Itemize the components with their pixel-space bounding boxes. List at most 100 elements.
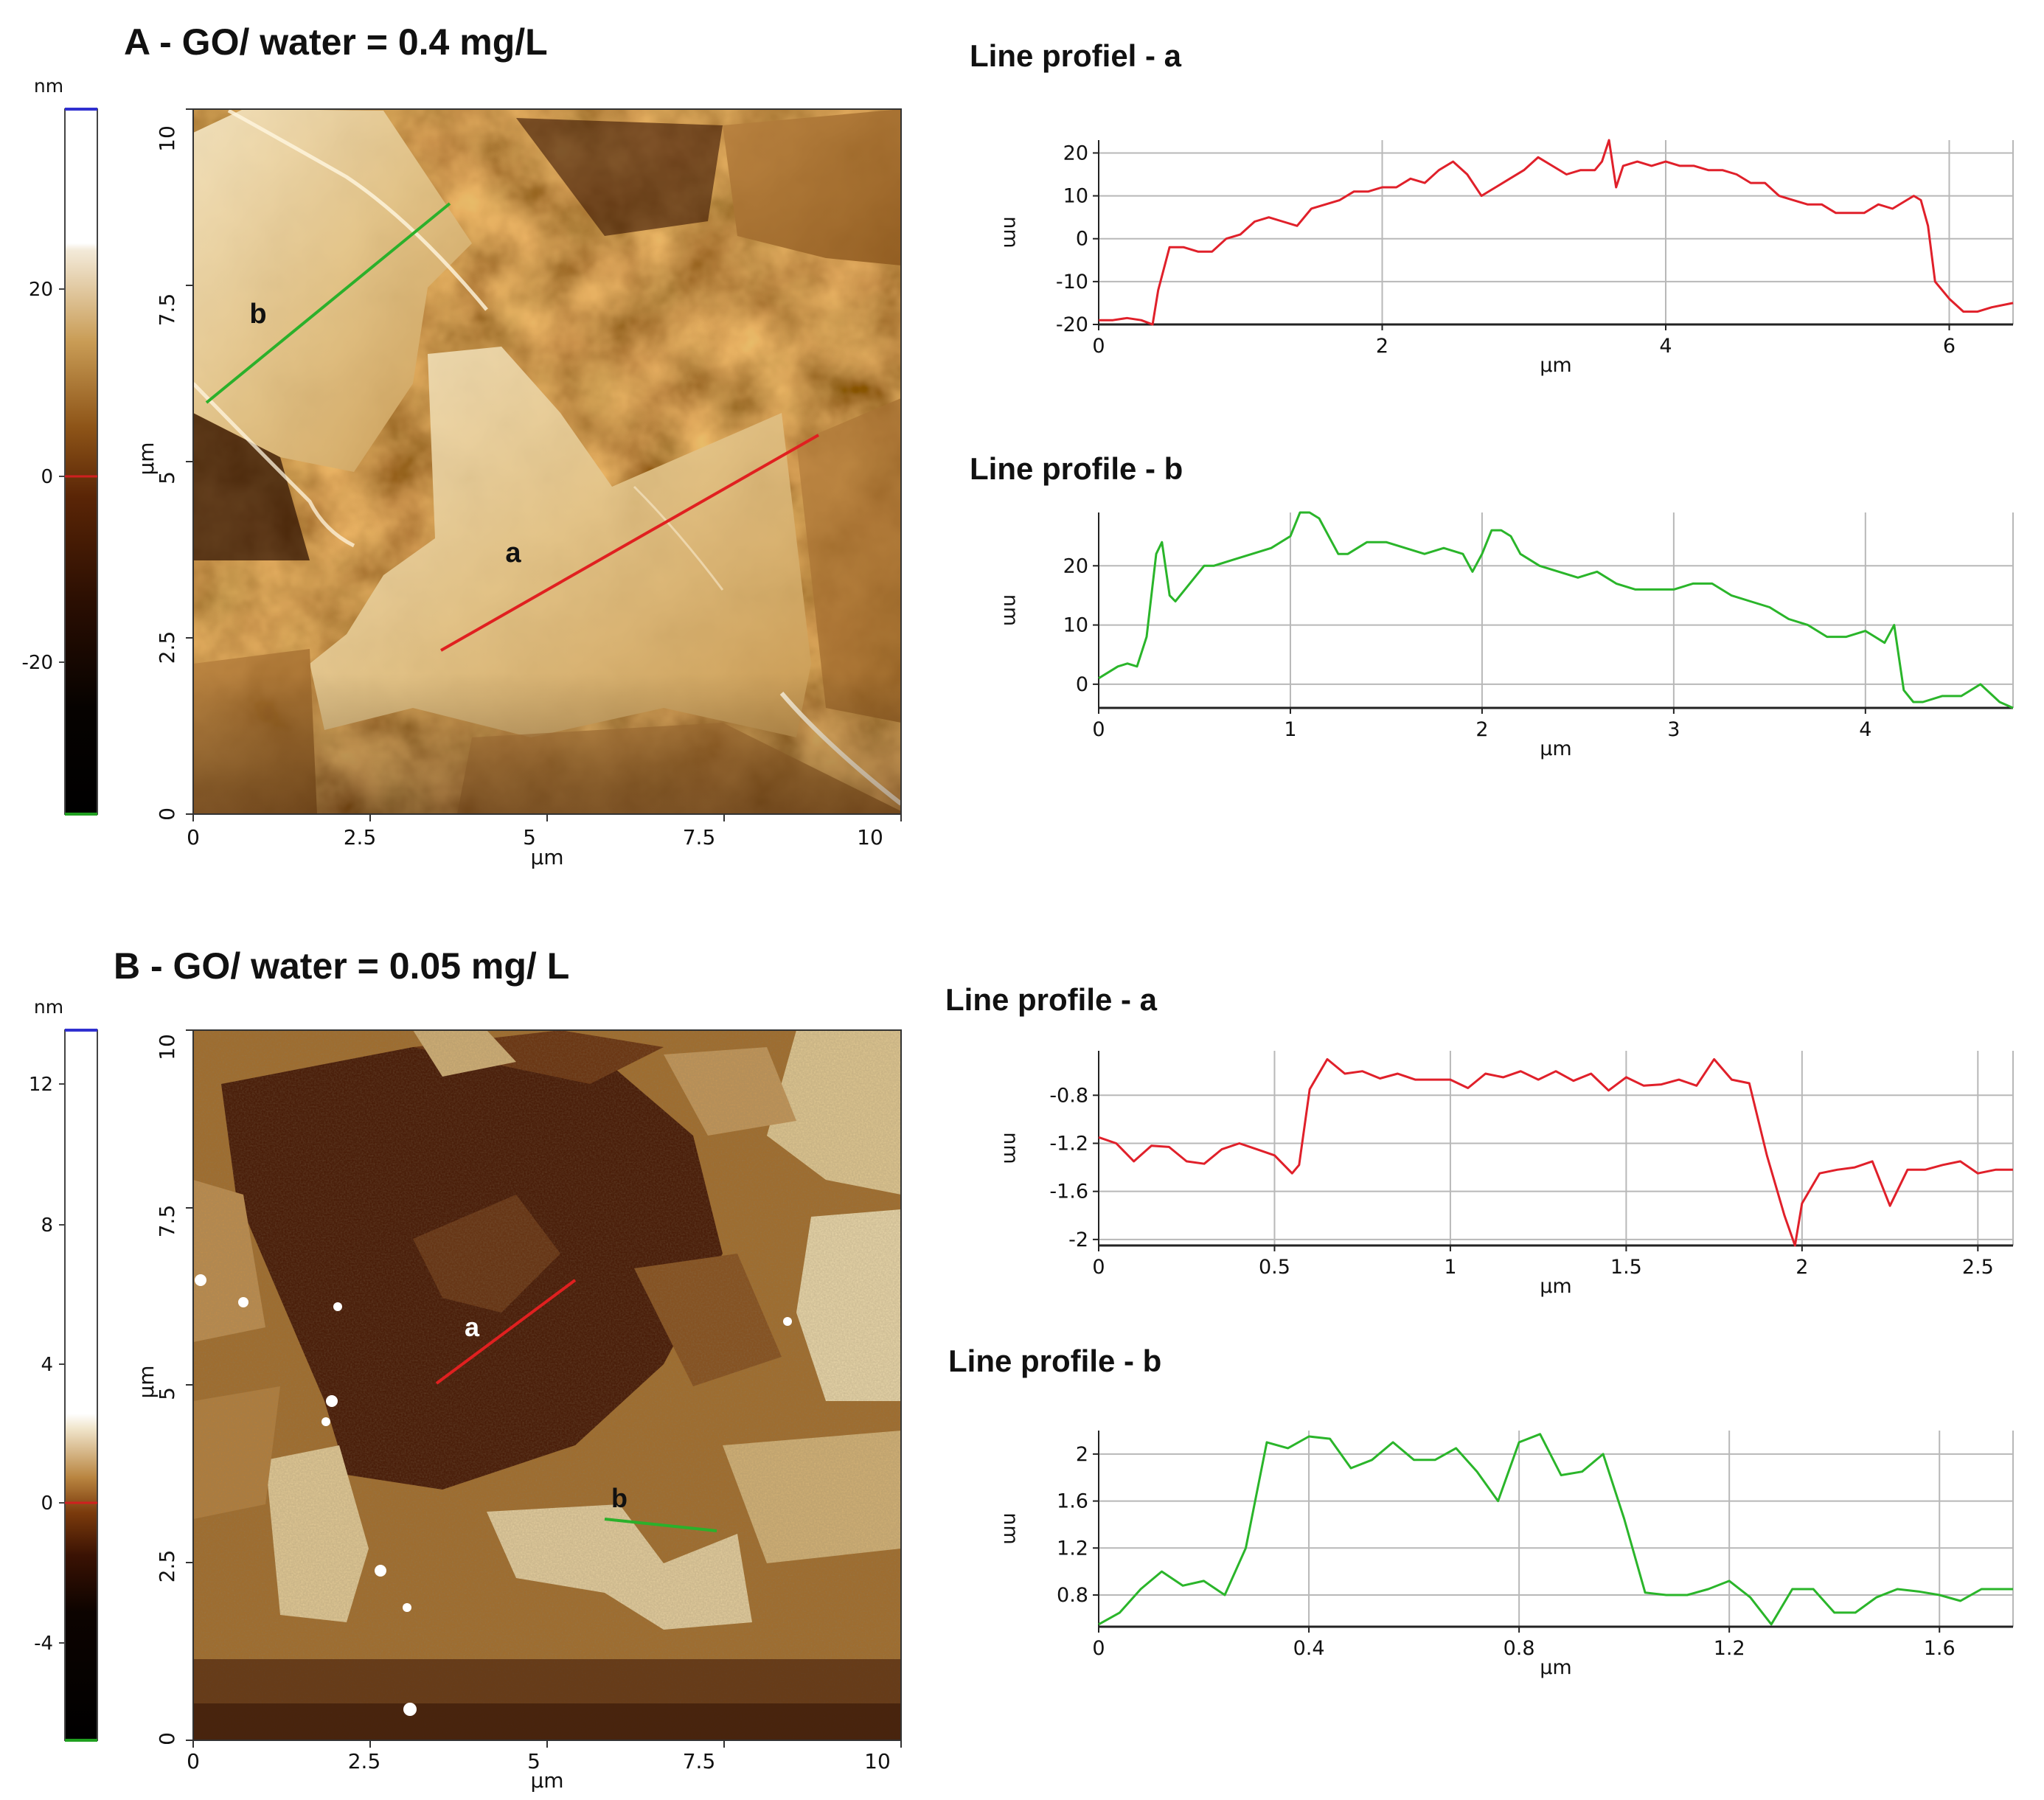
profile-series-line [1099,139,2014,326]
x-tick-label: 0.5 [1259,1256,1290,1279]
x-tick-label: 0.8 [1504,1637,1535,1660]
afm-a-x-tick: 7.5 [683,825,716,849]
x-tick-label: 2 [1475,718,1488,741]
x-axis-label: µm [1540,354,1571,377]
chart-title: Line profile - b [948,1344,1161,1378]
chart-title: Line profile - a [945,982,1158,1017]
y-tick-label: 10 [1063,614,1088,637]
afm-b-y-tick: 10 [155,1034,179,1060]
x-tick-label: 1.6 [1924,1637,1956,1660]
x-axis-label: µm [1540,1656,1571,1679]
x-tick-label: 1.2 [1714,1637,1745,1660]
afm-b-y-tick: 0 [155,1732,179,1745]
afm-a-y-tick: 0 [155,807,179,821]
colorbar-b-scale [64,1029,98,1741]
y-tick-label: -1.6 [1049,1181,1088,1203]
profile-series-line [1098,1057,2013,1247]
y-axis-label: nm [999,1512,1022,1544]
colorbar-a-unit: nm [34,75,63,97]
profile-label-b: b [249,299,266,330]
y-tick-label: -0.8 [1049,1084,1088,1107]
afm-image-a-x-ticks: 0 2.5 5 7.5 10 [187,814,902,849]
x-tick-label: 1 [1284,718,1296,741]
x-tick-label: 0 [1092,718,1105,741]
y-axis-label: nm [999,216,1022,248]
afm-a-x-axis-label: µm [530,845,563,869]
afm-a-y-tick: 10 [155,125,179,152]
profile-line-b [604,1518,717,1532]
y-axis-label: nm [999,594,1022,626]
afm-a-y-tick: 7.5 [155,293,179,327]
profile-line-a [440,434,819,652]
colorbar-b-ticks: 12 8 4 0 -4 [29,1074,65,1655]
y-tick-label: -20 [1056,313,1088,336]
colorbar-a-tick: 20 [29,279,53,301]
chart-title: Line profiel - a [970,38,1182,73]
line-profile-chart: Line profile - a 0 0.5 1 1.5 2 2.5 -0.8 -1.2 -1.6… [945,982,2014,1298]
afm-image-a: a b 0 2.5 5 7.5 10 µm [134,108,902,869]
afm-b-x-tick: 2.5 [348,1749,381,1773]
afm-a-y-tick: 5 [155,471,179,484]
panel-a-title: A - GO/ water = 0.4 mg/L [124,21,548,63]
x-tick-label: 6 [1943,335,1956,358]
afm-b-x-tick: 7.5 [683,1749,716,1773]
afm-b-x-tick: 10 [864,1749,891,1773]
x-tick-label: 2 [1376,335,1388,358]
y-axis-label: nm [999,1132,1022,1164]
x-axis-label: µm [1540,1275,1571,1298]
colorbar-a-tick: 0 [41,466,53,488]
colorbar-a-scale [64,108,98,815]
profile-series-line [1098,1433,2013,1626]
afm-b-x-axis-label: µm [530,1768,563,1793]
colorbar-b: nm 12 8 4 0 -4 [29,996,98,1742]
afm-a-y-axis-label: µm [134,442,159,475]
panel-b-title: B - GO/ water = 0.05 mg/ L [114,945,569,987]
profile-line-a [435,1279,577,1385]
colorbar-b-tick: -4 [34,1633,53,1655]
colorbar-b-unit: nm [34,996,63,1018]
x-tick-label: 1 [1444,1256,1456,1279]
afm-b-y-axis-label: µm [134,1365,159,1398]
afm-b-x-tick: 5 [527,1749,540,1773]
y-tick-label: 2 [1076,1443,1088,1466]
y-tick-label: 10 [1063,185,1088,208]
afm-b-x-tick: 0 [187,1749,200,1773]
afm-a-x-tick: 10 [857,825,883,849]
afm-b-y-tick: 2.5 [155,1550,179,1583]
colorbar-b-tick: 12 [29,1074,53,1096]
x-tick-label: 0 [1092,1637,1105,1660]
y-tick-label: 0.8 [1057,1584,1088,1607]
y-tick-label: -1.2 [1049,1132,1088,1155]
x-tick-label: 2.5 [1962,1256,1994,1279]
panel-b: B - GO/ water = 0.05 mg/ L nm 12 8 4 0 -… [29,945,902,1793]
line-profile-chart: Line profiel - a 0 2 4 6 20 10 0 -10 -20 µm nm [970,38,2014,377]
x-tick-label: 0.4 [1293,1637,1325,1660]
line-profile-chart: Line profile - b0 0.4 0.8 1.2 1.621.61.20.8µ… [948,1344,2014,1679]
profile-label-b: b [611,1483,628,1513]
afm-b-y-tick: 7.5 [155,1205,179,1238]
afm-a-x-tick: 0 [187,825,200,849]
colorbar-b-tick: 0 [41,1493,53,1515]
afm-a-y-tick: 2.5 [155,631,179,664]
y-tick-label: 1.6 [1057,1490,1088,1513]
y-tick-label: 20 [1063,142,1088,164]
colorbar-b-tick: 4 [41,1354,53,1376]
panel-a: A - GO/ water = 0.4 mg/L nm 20 0 -20 [22,21,902,869]
colorbar-a-ticks: 20 0 -20 [22,279,65,674]
x-axis-label: µm [1540,737,1571,760]
afm-image-b: a b 0 2.5 5 7.5 10 µm [134,1029,902,1793]
afm-b-y-tick: 5 [155,1387,179,1400]
x-tick-label: 1.5 [1610,1256,1642,1279]
profile-label-a: a [465,1312,480,1342]
profile-line-b [205,202,451,404]
line-profile-charts: Line profiel - a0 2 4 620100-10-20µmnmLine … [945,38,2014,1679]
colorbar-b-tick: 8 [41,1215,53,1237]
x-tick-label: 0 [1092,335,1105,358]
x-tick-label: 4 [1659,335,1672,358]
colorbar-a: nm 20 0 -20 [22,75,98,816]
y-tick-label: 1.2 [1057,1537,1088,1560]
x-tick-label: 0 [1092,1256,1105,1279]
afm-image-b-x-ticks: 0 2.5 5 7.5 10 [187,1740,902,1773]
y-tick-label: 0 [1076,228,1088,251]
